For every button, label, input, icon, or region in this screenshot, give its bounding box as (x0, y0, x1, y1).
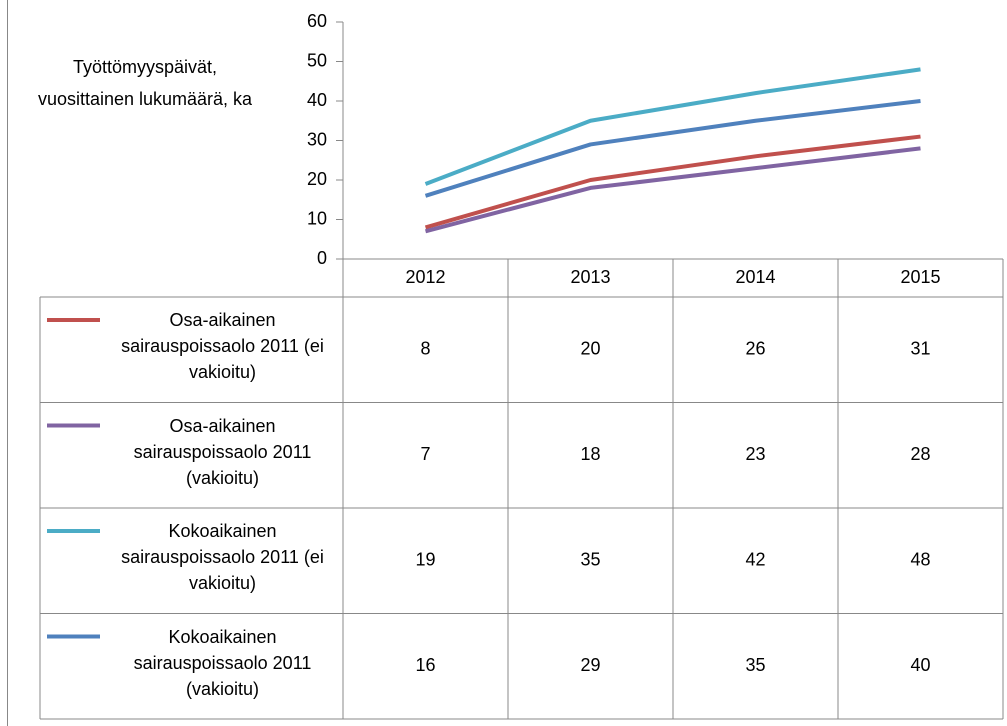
table-value: 18 (580, 444, 600, 464)
y-tick-label: 20 (307, 169, 327, 189)
table-value: 7 (420, 444, 430, 464)
legend-label: Kokoaikainen sairauspoissaolo 2011 (ei v… (121, 521, 324, 593)
table-value: 16 (415, 655, 435, 675)
table-value: 20 (580, 339, 600, 359)
y-tick-label: 40 (307, 90, 327, 110)
y-tick-label: 10 (307, 208, 327, 228)
series-line (424, 67, 921, 186)
table-value: 42 (745, 550, 765, 570)
table-value: 26 (745, 339, 765, 359)
y-tick-label: 0 (317, 248, 327, 268)
x-tick-label: 2013 (570, 267, 610, 287)
table-value: 8 (420, 339, 430, 359)
legend-label: Osa-aikainen sairauspoissaolo 2011 (vaki… (133, 415, 312, 488)
legend-label: Osa-aikainen sairauspoissaolo 2011 (ei v… (121, 310, 324, 382)
table-value: 23 (745, 444, 765, 464)
table-value: 29 (580, 655, 600, 675)
table-value: 19 (415, 550, 435, 570)
table-value: 28 (910, 444, 930, 464)
table-value: 40 (910, 655, 930, 675)
y-axis-label: Työttömyyspäivät, (73, 57, 217, 77)
x-tick-label: 2015 (900, 267, 940, 287)
table-value: 48 (910, 550, 930, 570)
x-tick-label: 2014 (735, 267, 775, 287)
legend-label: Kokoaikainen sairauspoissaolo 2011 (vaki… (133, 626, 312, 699)
y-tick-label: 30 (307, 129, 327, 149)
series-line (424, 99, 921, 198)
y-tick-label: 60 (307, 11, 327, 31)
series-line (424, 134, 921, 230)
table-value: 31 (910, 339, 930, 359)
table-value: 35 (745, 655, 765, 675)
table-value: 35 (580, 550, 600, 570)
y-tick-label: 50 (307, 50, 327, 70)
y-axis-label: vuosittainen lukumäärä, ka (38, 89, 253, 109)
x-tick-label: 2012 (405, 267, 445, 287)
series-line (424, 146, 921, 234)
